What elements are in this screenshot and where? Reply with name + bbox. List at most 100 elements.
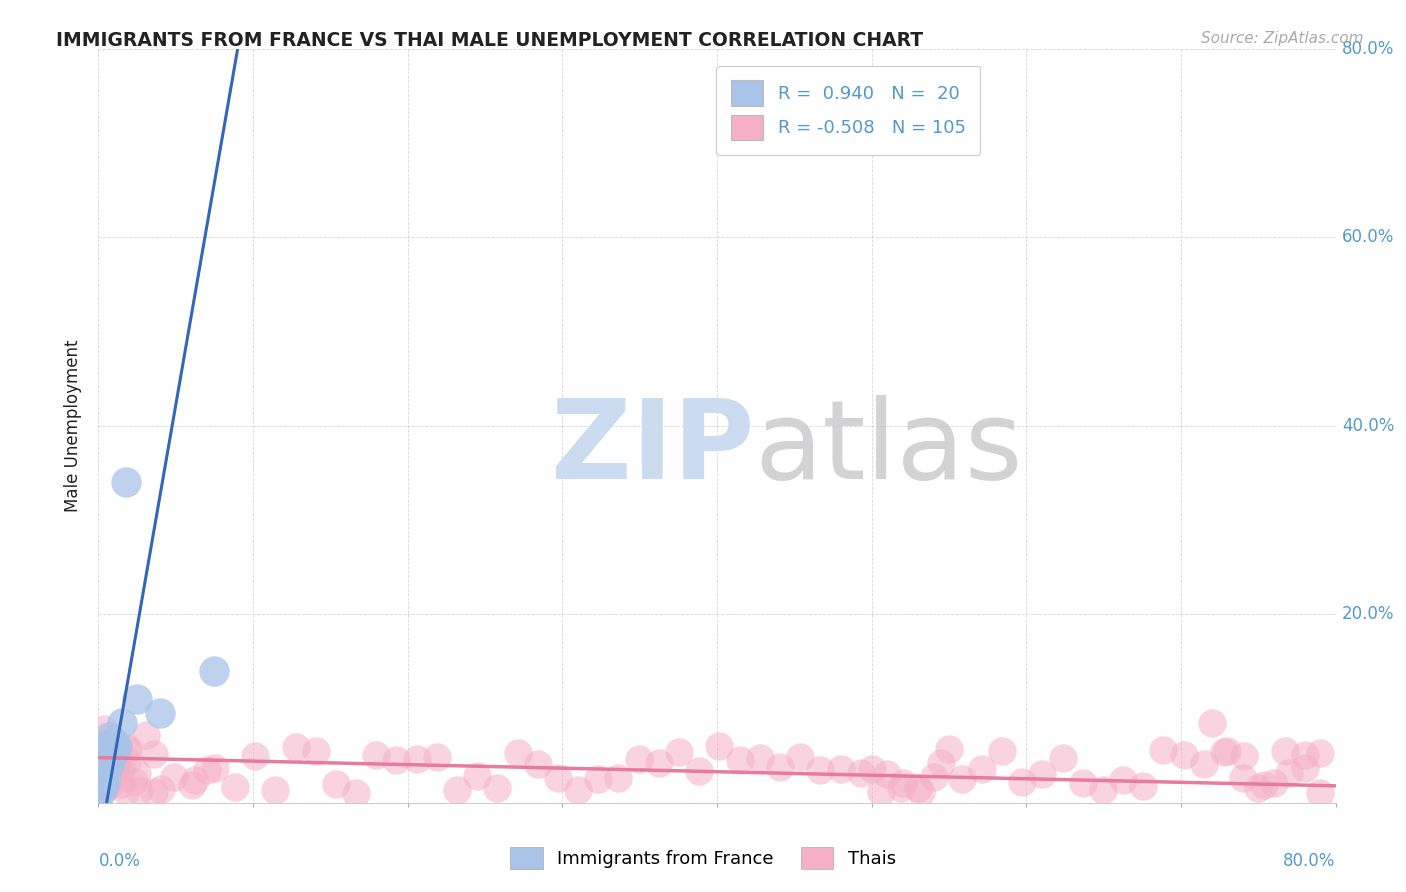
Point — [668, 745, 690, 759]
Point — [264, 783, 287, 797]
Point — [709, 739, 731, 754]
Point — [104, 744, 127, 758]
Point — [98, 758, 121, 772]
Point — [204, 664, 226, 678]
Point — [991, 744, 1014, 758]
Point — [748, 750, 770, 764]
Point — [506, 746, 529, 760]
Point — [183, 773, 205, 788]
Point — [117, 740, 139, 755]
Point — [90, 780, 112, 795]
Point — [1216, 744, 1239, 758]
Point — [1232, 772, 1254, 786]
Point — [115, 741, 138, 756]
Point — [1294, 747, 1316, 762]
Legend: R =  0.940   N =  20, R = -0.508   N = 105: R = 0.940 N = 20, R = -0.508 N = 105 — [717, 66, 980, 154]
Text: 80.0%: 80.0% — [1284, 852, 1336, 870]
Point — [143, 747, 166, 762]
Point — [1052, 751, 1074, 765]
Point — [101, 748, 124, 763]
Point — [385, 753, 408, 767]
Point — [1278, 766, 1301, 780]
Point — [876, 766, 898, 780]
Point — [1031, 767, 1053, 781]
Point — [110, 777, 132, 791]
Point — [93, 734, 115, 748]
Point — [195, 763, 218, 777]
Point — [910, 785, 932, 799]
Point — [110, 762, 132, 776]
Point — [1071, 775, 1094, 789]
Point — [90, 772, 112, 786]
Point — [769, 760, 792, 774]
Point — [93, 723, 115, 737]
Point — [547, 771, 569, 785]
Point — [1132, 779, 1154, 793]
Point — [96, 769, 118, 783]
Point — [931, 756, 953, 771]
Point — [688, 764, 710, 778]
Point — [103, 768, 125, 782]
Text: 20.0%: 20.0% — [1341, 606, 1395, 624]
Point — [103, 734, 125, 748]
Point — [224, 780, 246, 794]
Text: Source: ZipAtlas.com: Source: ZipAtlas.com — [1201, 31, 1364, 46]
Point — [607, 771, 630, 785]
Point — [163, 770, 186, 784]
Point — [149, 781, 172, 796]
Text: IMMIGRANTS FROM FRANCE VS THAI MALE UNEMPLOYMENT CORRELATION CHART: IMMIGRANTS FROM FRANCE VS THAI MALE UNEM… — [56, 31, 924, 50]
Text: ZIP: ZIP — [551, 395, 754, 502]
Point — [94, 782, 117, 797]
Point — [91, 772, 114, 787]
Point — [125, 765, 148, 780]
Point — [970, 763, 993, 777]
Point — [122, 773, 145, 788]
Point — [284, 739, 307, 754]
Point — [97, 739, 120, 754]
Point — [98, 730, 121, 744]
Point — [465, 770, 488, 784]
Point — [180, 778, 202, 792]
Point — [100, 744, 122, 758]
Point — [101, 757, 124, 772]
Point — [1263, 775, 1285, 789]
Point — [426, 750, 449, 764]
Point — [1233, 748, 1256, 763]
Point — [728, 753, 751, 767]
Point — [366, 747, 388, 762]
Point — [1294, 761, 1316, 775]
Point — [98, 772, 121, 786]
Point — [1253, 778, 1275, 792]
Point — [1192, 756, 1215, 771]
Point — [90, 781, 112, 796]
Point — [91, 779, 114, 793]
Point — [1091, 782, 1114, 797]
Point — [950, 772, 973, 786]
Text: 40.0%: 40.0% — [1341, 417, 1395, 435]
Point — [142, 785, 165, 799]
Point — [104, 761, 127, 775]
Point — [907, 780, 929, 795]
Point — [1173, 748, 1195, 763]
Point — [789, 750, 811, 764]
Legend: Immigrants from France, Thais: Immigrants from France, Thais — [503, 839, 903, 876]
Point — [93, 740, 115, 755]
Point — [94, 743, 117, 757]
Point — [922, 771, 945, 785]
Point — [486, 780, 509, 795]
Point — [1247, 781, 1270, 796]
Point — [128, 783, 150, 797]
Text: 60.0%: 60.0% — [1341, 228, 1395, 246]
Point — [135, 728, 157, 742]
Point — [1213, 745, 1236, 759]
Text: 80.0%: 80.0% — [1341, 40, 1395, 58]
Point — [890, 781, 912, 796]
Point — [446, 783, 468, 797]
Point — [808, 763, 831, 777]
Point — [860, 762, 883, 776]
Point — [93, 775, 115, 789]
Point — [305, 744, 328, 758]
Point — [1153, 742, 1175, 756]
Point — [325, 777, 347, 791]
Point — [1201, 715, 1223, 730]
